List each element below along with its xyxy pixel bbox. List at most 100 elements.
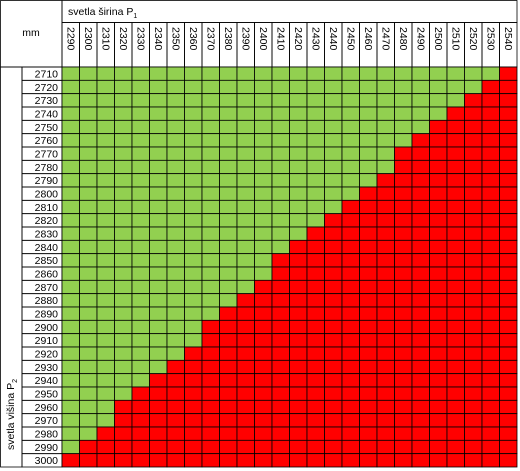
cell (166, 399, 185, 415)
cell (446, 93, 465, 108)
cell (166, 373, 185, 388)
cell (184, 386, 203, 401)
cell (499, 453, 518, 468)
cell (464, 346, 483, 361)
cell (61, 413, 80, 428)
cell (394, 106, 413, 121)
cell (254, 159, 273, 175)
cell (289, 333, 308, 348)
cell (149, 399, 168, 415)
cell (306, 199, 325, 215)
cell (184, 253, 203, 268)
cell (79, 253, 98, 268)
cell (201, 373, 220, 388)
cell (166, 293, 185, 308)
cell (131, 146, 150, 161)
cell (149, 226, 168, 241)
cell (61, 146, 80, 161)
row-label: 3000 (35, 455, 59, 467)
cell (499, 226, 518, 241)
cell (481, 133, 500, 148)
cell (376, 333, 395, 348)
cell (411, 93, 430, 108)
cell (61, 213, 80, 228)
cell (96, 413, 115, 428)
cell (289, 106, 308, 121)
cell (464, 439, 483, 455)
cell (306, 279, 325, 295)
cell (394, 93, 413, 108)
cell (499, 413, 518, 428)
cell (166, 266, 185, 281)
cell (429, 279, 448, 295)
cell (114, 146, 133, 161)
cell (184, 333, 203, 348)
cell (359, 266, 378, 281)
cell (219, 413, 238, 428)
cell (464, 359, 483, 375)
cell (96, 106, 115, 121)
cell (271, 333, 290, 348)
cell (429, 293, 448, 308)
cell (324, 213, 343, 228)
cell (499, 146, 518, 161)
cell (481, 186, 500, 201)
cell (219, 386, 238, 401)
cell (201, 333, 220, 348)
cell (411, 79, 430, 95)
cell (429, 66, 448, 81)
cell (446, 373, 465, 388)
cell (79, 79, 98, 95)
cell (324, 133, 343, 148)
cell (166, 226, 185, 241)
cell (131, 199, 150, 215)
cell (306, 426, 325, 441)
cell (131, 186, 150, 201)
cell (219, 453, 238, 468)
column-label: 2440 (327, 27, 339, 51)
cell (324, 453, 343, 468)
cell (219, 266, 238, 281)
cell (499, 133, 518, 148)
corner-label: mm (22, 27, 40, 39)
cell (359, 146, 378, 161)
cell (481, 66, 500, 81)
cell (429, 119, 448, 135)
cell (219, 119, 238, 135)
column-label: 2460 (362, 27, 374, 51)
cell (464, 453, 483, 468)
cell (464, 146, 483, 161)
cell (236, 253, 255, 268)
cell (324, 413, 343, 428)
cell (184, 199, 203, 215)
cell (219, 359, 238, 375)
cell (341, 359, 360, 375)
cell (289, 213, 308, 228)
cell (306, 186, 325, 201)
cell (131, 426, 150, 441)
cell (464, 213, 483, 228)
cell (464, 199, 483, 215)
cell (61, 319, 80, 335)
cell (341, 333, 360, 348)
column-label: 2490 (414, 27, 426, 51)
cell (481, 279, 500, 295)
cell (499, 93, 518, 108)
cell (79, 413, 98, 428)
cell (499, 359, 518, 375)
cell (96, 173, 115, 188)
cell (271, 279, 290, 295)
cell (271, 106, 290, 121)
cell (306, 93, 325, 108)
cell (166, 199, 185, 215)
cell (359, 199, 378, 215)
cell (254, 199, 273, 215)
cell (236, 159, 255, 175)
cell (446, 386, 465, 401)
cell (306, 293, 325, 308)
cell (201, 319, 220, 335)
cell (289, 359, 308, 375)
cell (254, 213, 273, 228)
cell (341, 199, 360, 215)
cell (166, 346, 185, 361)
